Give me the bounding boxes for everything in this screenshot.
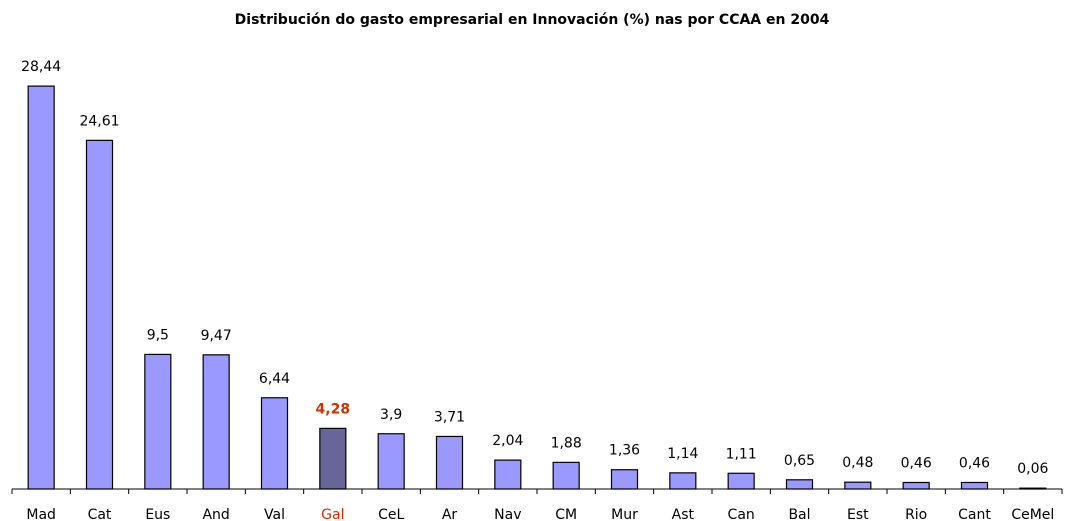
x-tick-label: Cat (88, 507, 112, 521)
bar (844, 481, 872, 490)
x-tick-label: CeMel (1011, 507, 1054, 521)
value-label: 1,88 (551, 435, 582, 451)
value-label: 0,48 (842, 455, 873, 471)
bar (319, 427, 347, 490)
bar (260, 397, 289, 490)
x-tick-label: And (202, 507, 229, 521)
bar (785, 479, 814, 490)
x-tick-label: Est (847, 507, 869, 521)
value-label: 1,11 (726, 446, 757, 462)
bar (1019, 487, 1047, 490)
bar (435, 435, 464, 490)
value-label: 0,06 (1017, 461, 1048, 477)
x-tick-label: Ast (672, 507, 695, 521)
value-label: 0,65 (784, 453, 815, 469)
bar (902, 481, 930, 490)
bar (202, 354, 230, 490)
bar (85, 139, 114, 490)
x-tick-label: CeL (378, 507, 404, 521)
value-label: 6,44 (259, 371, 290, 387)
bar (610, 469, 639, 490)
x-tick-label: Val (264, 507, 285, 521)
x-tick-label: Nav (494, 507, 521, 521)
value-label: 2,04 (492, 433, 523, 449)
value-label: 9,5 (147, 327, 169, 343)
x-tick-label: Mur (611, 507, 638, 521)
value-label: 0,46 (959, 455, 990, 471)
x-tick-label: CM (555, 507, 577, 521)
chart-title: Distribución do gasto empresarial en Inn… (235, 12, 830, 28)
value-label: 28,44 (21, 59, 61, 75)
x-tick-label: Can (728, 507, 755, 521)
bar (727, 472, 755, 490)
bar (552, 461, 580, 490)
x-tick-label: Cant (958, 507, 991, 521)
x-tick-label: Rio (905, 507, 927, 521)
x-tick-label: Bal (788, 507, 810, 521)
bar (960, 481, 989, 490)
value-label: 9,47 (201, 328, 232, 344)
value-label: 1,14 (667, 446, 698, 462)
x-tick-label: Eus (145, 507, 170, 521)
x-tick-label: Gal (321, 507, 344, 521)
value-label: 4,28 (316, 401, 351, 417)
bar (669, 472, 697, 490)
x-tick-label: Ar (442, 507, 458, 521)
value-label: 24,61 (79, 113, 119, 129)
value-label: 0,46 (901, 455, 932, 471)
bar (144, 353, 172, 490)
x-tick-label: Mad (26, 507, 56, 521)
bar (377, 433, 405, 490)
bar (494, 459, 522, 490)
value-label: 3,71 (434, 409, 465, 425)
value-label: 3,9 (380, 407, 402, 423)
value-label: 1,36 (609, 443, 640, 459)
bar (27, 85, 55, 490)
